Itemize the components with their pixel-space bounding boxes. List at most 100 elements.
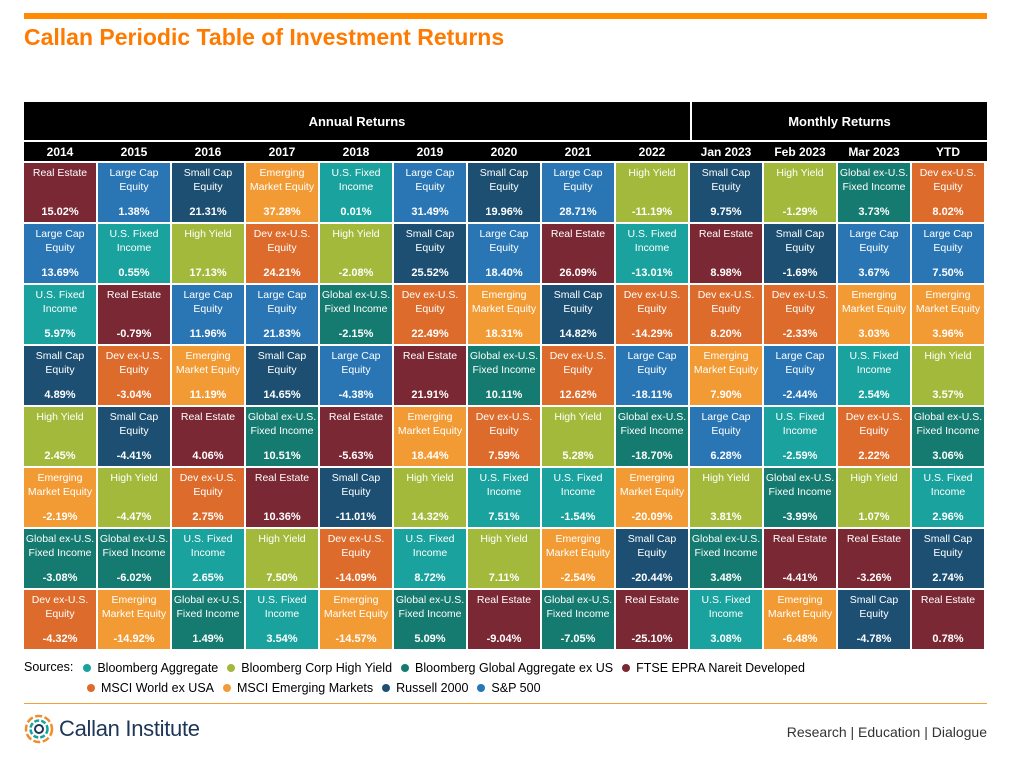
return-cell: Emerging Market Equity -2.19%: [24, 468, 96, 527]
return-value: 0.55%: [118, 267, 150, 279]
asset-class-label: Small Cap Equity: [923, 533, 973, 559]
return-cell: U.S. Fixed Income 3.08%: [690, 590, 762, 649]
return-cell: High Yield -11.19%: [616, 163, 688, 222]
asset-class-label: U.S. Fixed Income: [183, 533, 233, 559]
return-cell: Emerging Market Equity 11.19%: [172, 346, 244, 405]
sources-row-1: Sources: Bloomberg Aggregate Bloomberg Co…: [24, 658, 814, 678]
grid-column: Global ex-U.S. Fixed Income 3.73% Large Cap…: [838, 163, 910, 649]
return-value: 11.96%: [189, 328, 227, 340]
return-cell: High Yield 14.32%: [394, 468, 466, 527]
asset-class-label: Real Estate: [328, 411, 384, 423]
asset-class-label: U.S. Fixed Income: [775, 411, 825, 437]
asset-class-label: High Yield: [702, 472, 750, 484]
asset-class-label: Dev ex-U.S. Equity: [253, 228, 311, 254]
column-header: 2018: [342, 144, 370, 159]
return-value: 25.52%: [411, 267, 449, 279]
return-value: 4.89%: [44, 389, 76, 401]
monthly-returns-header: Monthly Returns: [692, 102, 987, 140]
return-value: -2.59%: [782, 450, 818, 462]
return-value: 2.65%: [192, 572, 224, 584]
return-cell: U.S. Fixed Income 5.97%: [24, 285, 96, 344]
return-value: -14.09%: [335, 572, 377, 584]
asset-class-label: Global ex-U.S. Fixed Income: [765, 472, 835, 498]
return-value: 2.22%: [858, 450, 890, 462]
asset-class-label: Small Cap Equity: [405, 228, 455, 254]
column-header: YTD: [936, 144, 960, 159]
asset-class-label: U.S. Fixed Income: [701, 594, 751, 620]
return-value: 2.96%: [932, 511, 964, 523]
return-cell: Dev ex-U.S. Equity 8.02%: [912, 163, 984, 222]
return-cell: Small Cap Equity -11.01%: [320, 468, 392, 527]
return-value: 11.19%: [189, 389, 227, 401]
return-cell: Emerging Market Equity -14.57%: [320, 590, 392, 649]
sources-label: Sources:: [24, 660, 74, 674]
return-cell: Global ex-U.S. Fixed Income 3.48%: [690, 529, 762, 588]
return-cell: Dev ex-U.S. Equity 2.22%: [838, 407, 910, 466]
callan-logo: Callan Institute: [24, 714, 200, 744]
return-cell: Emerging Market Equity -2.54%: [542, 529, 614, 588]
return-value: 18.40%: [485, 267, 523, 279]
return-value: 10.36%: [263, 511, 301, 523]
return-cell: Real Estate 21.91%: [394, 346, 466, 405]
source-item: Russell 2000: [382, 678, 468, 698]
return-value: -2.15%: [338, 328, 374, 340]
return-cell: High Yield 7.11%: [468, 529, 540, 588]
return-cell: Real Estate -5.63%: [320, 407, 392, 466]
source-item: Bloomberg Aggregate: [83, 658, 218, 678]
return-value: 26.09%: [559, 267, 597, 279]
return-cell: Large Cap Equity 28.71%: [542, 163, 614, 222]
return-cell: U.S. Fixed Income -13.01%: [616, 224, 688, 283]
asset-class-label: Real Estate: [180, 411, 236, 423]
asset-class-label: Small Cap Equity: [553, 289, 603, 315]
return-value: 3.08%: [710, 633, 742, 645]
return-value: 10.51%: [263, 450, 301, 462]
return-cell: High Yield 3.57%: [912, 346, 984, 405]
return-cell: Real Estate -4.41%: [764, 529, 836, 588]
return-value: -2.19%: [42, 511, 78, 523]
asset-class-label: Global ex-U.S. Fixed Income: [173, 594, 243, 620]
asset-class-label: Small Cap Equity: [35, 350, 85, 376]
asset-class-label: Emerging Market Equity: [767, 594, 833, 620]
source-label: Russell 2000: [396, 681, 469, 695]
return-value: 2.45%: [44, 450, 76, 462]
grid-column: Real Estate 15.02% Large Cap Equity 13.69% U.…: [24, 163, 96, 649]
asset-class-label: Real Estate: [106, 289, 162, 301]
return-value: -4.38%: [338, 389, 374, 401]
source-item: Bloomberg Global Aggregate ex US: [401, 658, 613, 678]
asset-class-label: High Yield: [776, 167, 824, 179]
asset-class-label: Real Estate: [32, 167, 88, 179]
return-cell: U.S. Fixed Income 8.72%: [394, 529, 466, 588]
asset-class-label: Small Cap Equity: [479, 167, 529, 193]
return-cell: Global ex-U.S. Fixed Income -6.02%: [98, 529, 170, 588]
return-cell: Large Cap Equity -18.11%: [616, 346, 688, 405]
return-value: 18.44%: [411, 450, 449, 462]
return-value: -18.70%: [631, 450, 673, 462]
source-label: FTSE EPRA Nareit Developed: [636, 661, 805, 675]
return-cell: Small Cap Equity -1.69%: [764, 224, 836, 283]
return-value: 19.96%: [485, 206, 523, 218]
return-value: 14.65%: [263, 389, 301, 401]
return-cell: Global ex-U.S. Fixed Income 1.49%: [172, 590, 244, 649]
asset-class-label: Small Cap Equity: [109, 411, 159, 437]
return-cell: Dev ex-U.S. Equity -14.09%: [320, 529, 392, 588]
column-header: 2020: [490, 144, 518, 159]
asset-class-label: Large Cap Equity: [183, 289, 233, 315]
return-cell: Real Estate -25.10%: [616, 590, 688, 649]
asset-class-label: Dev ex-U.S. Equity: [919, 167, 977, 193]
return-cell: U.S. Fixed Income 3.54%: [246, 590, 318, 649]
column-headers: 2014 2015 2016 2017 2018 2019 2020 2021 2022 Jan …: [24, 142, 987, 161]
sources-legend: Sources: Bloomberg Aggregate Bloomberg Co…: [24, 658, 814, 698]
footer-divider: [24, 703, 987, 704]
callan-logo-icon: [24, 714, 54, 744]
return-cell: Global ex-U.S. Fixed Income 10.51%: [246, 407, 318, 466]
asset-class-label: High Yield: [554, 411, 602, 423]
return-cell: Real Estate -3.26%: [838, 529, 910, 588]
asset-class-label: High Yield: [332, 228, 380, 240]
return-value: 5.28%: [562, 450, 594, 462]
asset-class-label: Global ex-U.S. Fixed Income: [691, 533, 761, 559]
asset-class-label: Global ex-U.S. Fixed Income: [913, 411, 983, 437]
return-value: -4.41%: [782, 572, 818, 584]
asset-class-label: Emerging Market Equity: [249, 167, 315, 193]
asset-class-label: Global ex-U.S. Fixed Income: [617, 411, 687, 437]
return-value: -14.29%: [631, 328, 673, 340]
